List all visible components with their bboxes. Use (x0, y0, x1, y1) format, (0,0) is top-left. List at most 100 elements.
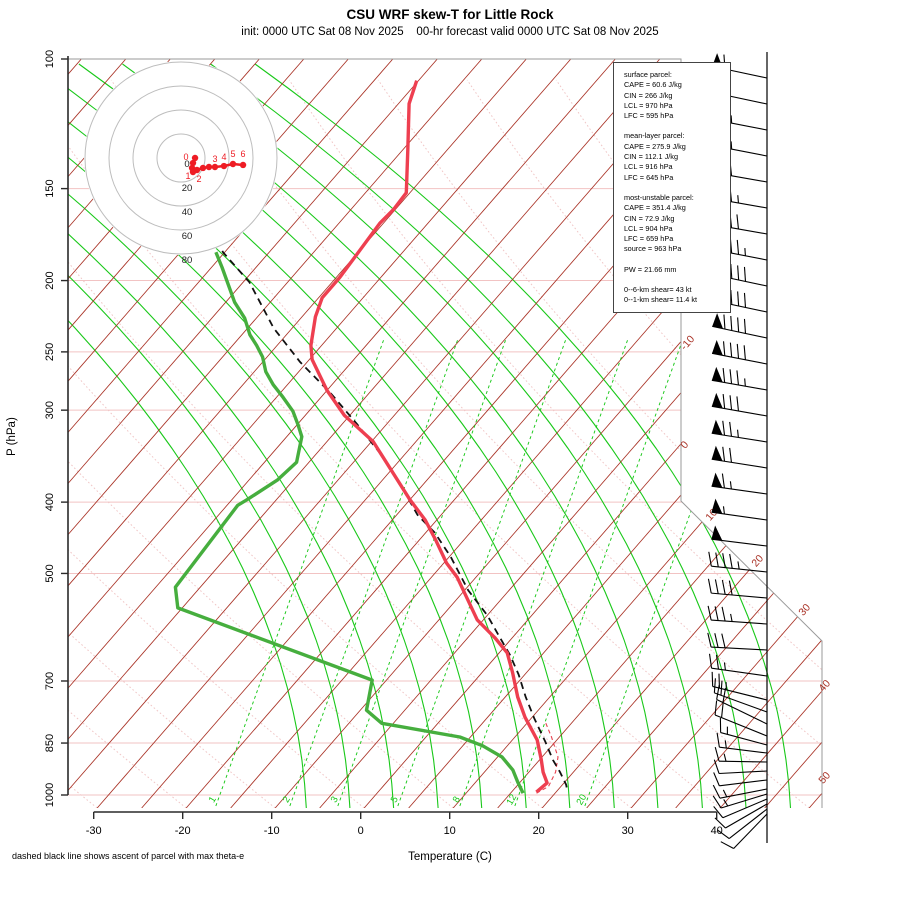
mixing-ratio-label: 20 (574, 792, 589, 807)
wind-barb (708, 653, 768, 677)
parcel-ascent-curve (119, 88, 569, 793)
pressure-tick-label: 500 (44, 564, 56, 582)
pressure-axis: 100 150 200 250 300 400 500 700 850 1000 (44, 50, 69, 807)
temperature-tick-label: 40 (711, 825, 723, 837)
isotherm-label: 30 (796, 602, 813, 619)
parcel-stat-line: LFC = 595 hPa (624, 111, 674, 121)
hodograph-point (189, 159, 197, 167)
wind-barb (716, 732, 768, 754)
parcel-stat-line: LCL = 904 hPa (624, 223, 673, 233)
wind-barb (719, 718, 768, 746)
pressure-tick-label: 200 (44, 271, 56, 289)
wind-barb (714, 803, 768, 829)
hodograph-point (205, 163, 213, 171)
parcel-section-title: most-unstable parcel: (624, 192, 694, 202)
wind-barb (711, 392, 768, 417)
wind-barb (713, 772, 768, 787)
parcel-info-box: surface parcel: CAPE = 60.6 J/kg CIN = 266… (613, 62, 731, 313)
plot-frame (68, 58, 823, 808)
page-title: CSU WRF skew-T for Little Rock (346, 7, 554, 22)
wind-barb (712, 793, 768, 809)
hodograph-ring (132, 109, 230, 207)
pressure-tick-label: 850 (44, 734, 56, 752)
parcel-stat-line: source = 963 hPa (624, 244, 682, 254)
y-axis-title: P (hPa) (6, 417, 18, 456)
hodograph-km-label: 1 (186, 171, 191, 181)
wind-barb (711, 419, 768, 443)
mixing-ratio-label: 2 (281, 795, 293, 805)
wind-barb (711, 366, 768, 391)
parcel-stat-line: CIN = 266 J/kg (624, 90, 673, 100)
wind-barb (713, 678, 768, 713)
parcel-stat-line: CAPE = 275.9 J/kg (624, 141, 686, 151)
wind-barb (711, 445, 768, 469)
wind-barb (713, 798, 768, 819)
hodograph-point (191, 154, 199, 162)
hodograph-point (220, 162, 228, 170)
hodograph-ring (156, 133, 206, 183)
hodograph-ring-label: 60 (182, 231, 193, 242)
isotherm-label: 50 (816, 770, 833, 787)
hodograph-point (211, 163, 219, 171)
hodograph-km-label: 4 (221, 152, 226, 162)
mixing-ratio-label: 12 (504, 792, 519, 807)
wind-barb (707, 605, 768, 625)
hodograph-km-label: 2 (196, 174, 201, 184)
parcel-stat-line: LFC = 645 hPa (624, 172, 674, 182)
hodograph-point (239, 161, 247, 169)
hodograph-ring (84, 61, 278, 255)
temperature-tick-label: 0 (358, 825, 364, 837)
parcel-stat-line: CIN = 112.1 J/kg (624, 152, 679, 162)
temperature-axis: -30 -20 -10 0 10 20 30 40 (86, 811, 723, 837)
dewpoint-curve (173, 251, 525, 794)
temperature-tick-label: 30 (622, 825, 634, 837)
mixing-ratio-label: 5 (389, 795, 401, 805)
mixing-ratio-label: 3 (329, 795, 341, 805)
wind-barb (707, 578, 768, 599)
hodograph-point (229, 160, 237, 168)
hodograph-km-label: 5 (230, 149, 235, 159)
hodograph-km-label: 3 (212, 154, 217, 164)
wind-barb (712, 784, 768, 799)
shear-line: 0--6-km shear= 43 kt (624, 285, 692, 295)
wind-barb (711, 671, 768, 701)
temperature-tick-label: -10 (264, 825, 280, 837)
profiles (119, 80, 569, 794)
isotherm-label: 20 (749, 553, 766, 570)
parcel-section-title: surface parcel: (624, 70, 672, 79)
pressure-tick-label: 700 (44, 672, 56, 690)
isotherm-label: 40 (816, 678, 833, 695)
pressure-tick-label: 150 (44, 179, 56, 197)
hodograph-ring-label: 0 (184, 159, 189, 170)
pressure-tick-label: 300 (44, 401, 56, 419)
wind-barb (713, 759, 768, 775)
wind-barb (711, 525, 768, 547)
hodograph-ring-label: 40 (182, 207, 193, 218)
surface-parcel-curve (536, 721, 559, 794)
pressure-tick-label: 100 (44, 50, 56, 68)
hodograph-km-label: 6 (241, 149, 246, 159)
wind-barb (714, 746, 768, 763)
parcel-stat-line: LCL = 970 hPa (624, 100, 673, 110)
mixing-ratio-labels: 1 2 3 5 8 12 20 (207, 792, 589, 807)
wind-barb (720, 813, 768, 850)
parcel-stat-line: CAPE = 351.4 J/kg (624, 203, 686, 213)
wind-barb (711, 339, 768, 365)
parcel-section-title: mean-layer parcel: (624, 131, 685, 141)
parcel-stat-line: LFC = 659 hPa (624, 234, 674, 244)
x-axis-title: Temperature (C) (408, 851, 492, 863)
temperature-tick-label: -20 (175, 825, 191, 837)
isotherm-label: 0 (678, 439, 691, 451)
hodograph-km-label: 0 (184, 152, 189, 162)
wind-barb (712, 313, 768, 339)
parcel-stat-line: CIN = 72.9 J/kg (624, 213, 675, 223)
wind-barb (717, 808, 768, 839)
temperature-tick-label: 20 (533, 825, 545, 837)
footnote: dashed black line shows ascent of parcel… (12, 851, 245, 861)
hodograph-point (199, 164, 207, 172)
wind-barb (708, 551, 768, 573)
mixing-ratio-lines (215, 339, 754, 807)
mixing-ratio-label: 8 (451, 795, 463, 805)
